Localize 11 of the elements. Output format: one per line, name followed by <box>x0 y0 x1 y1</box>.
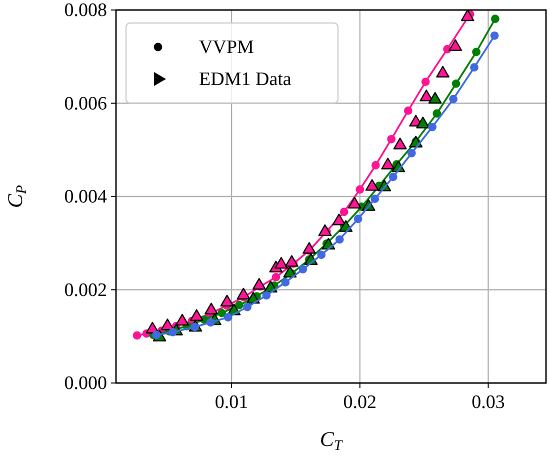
x-tick-label: 0.03 <box>472 392 505 413</box>
x-axis-title: C$_{T}$ <box>320 427 344 454</box>
y-tick-label: 0.004 <box>64 186 108 208</box>
y-tick-label: 0.002 <box>64 280 107 301</box>
y-tick-label: 0.000 <box>64 373 107 394</box>
y-tick-label: 0.008 <box>64 0 107 21</box>
x-tick-label: 0.02 <box>343 392 377 413</box>
x-tick-label: 0.01 <box>214 392 248 413</box>
y-tick-label: 0.006 <box>64 93 107 114</box>
annotation: VVPM <box>199 37 254 58</box>
annotation: EDM1 Data <box>199 69 292 90</box>
